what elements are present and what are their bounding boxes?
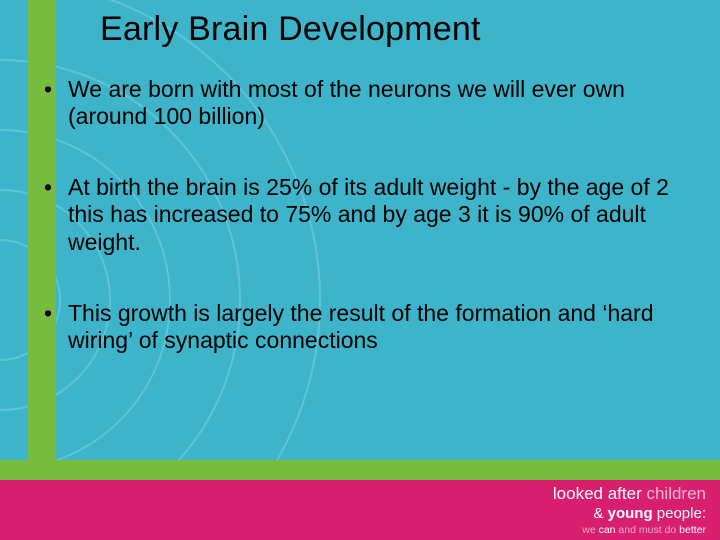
footer-line2-bold: young [608, 505, 653, 522]
footer-line2: & young people: [553, 505, 706, 523]
footer-line2-prefix: & [593, 505, 607, 522]
footer-tagline: we can and must do better [553, 524, 706, 537]
bullet-item: At birth the brain is 25% of its adult w… [40, 174, 680, 255]
footer: looked after children & young people: we… [0, 460, 720, 540]
slide: Early Brain Development We are born with… [0, 0, 720, 540]
footer-branding: looked after children & young people: we… [553, 484, 706, 537]
slide-title: Early Brain Development [100, 10, 680, 49]
footer-line1: looked after children [553, 484, 706, 504]
footer-line2-suffix: people: [653, 505, 706, 522]
footer-tagline-white1: can [599, 524, 616, 536]
bullet-list: We are born with most of the neurons we … [40, 76, 680, 398]
bullet-item: This growth is largely the result of the… [40, 300, 680, 354]
footer-green-bar [0, 460, 720, 480]
footer-tagline-mid: and must do [616, 524, 680, 536]
footer-tagline-prefix: we [582, 524, 598, 536]
footer-line1-bold: looked after [553, 484, 642, 503]
footer-tagline-white2: better [679, 524, 706, 536]
bullet-item: We are born with most of the neurons we … [40, 76, 680, 130]
footer-line1-light: children [642, 484, 706, 503]
